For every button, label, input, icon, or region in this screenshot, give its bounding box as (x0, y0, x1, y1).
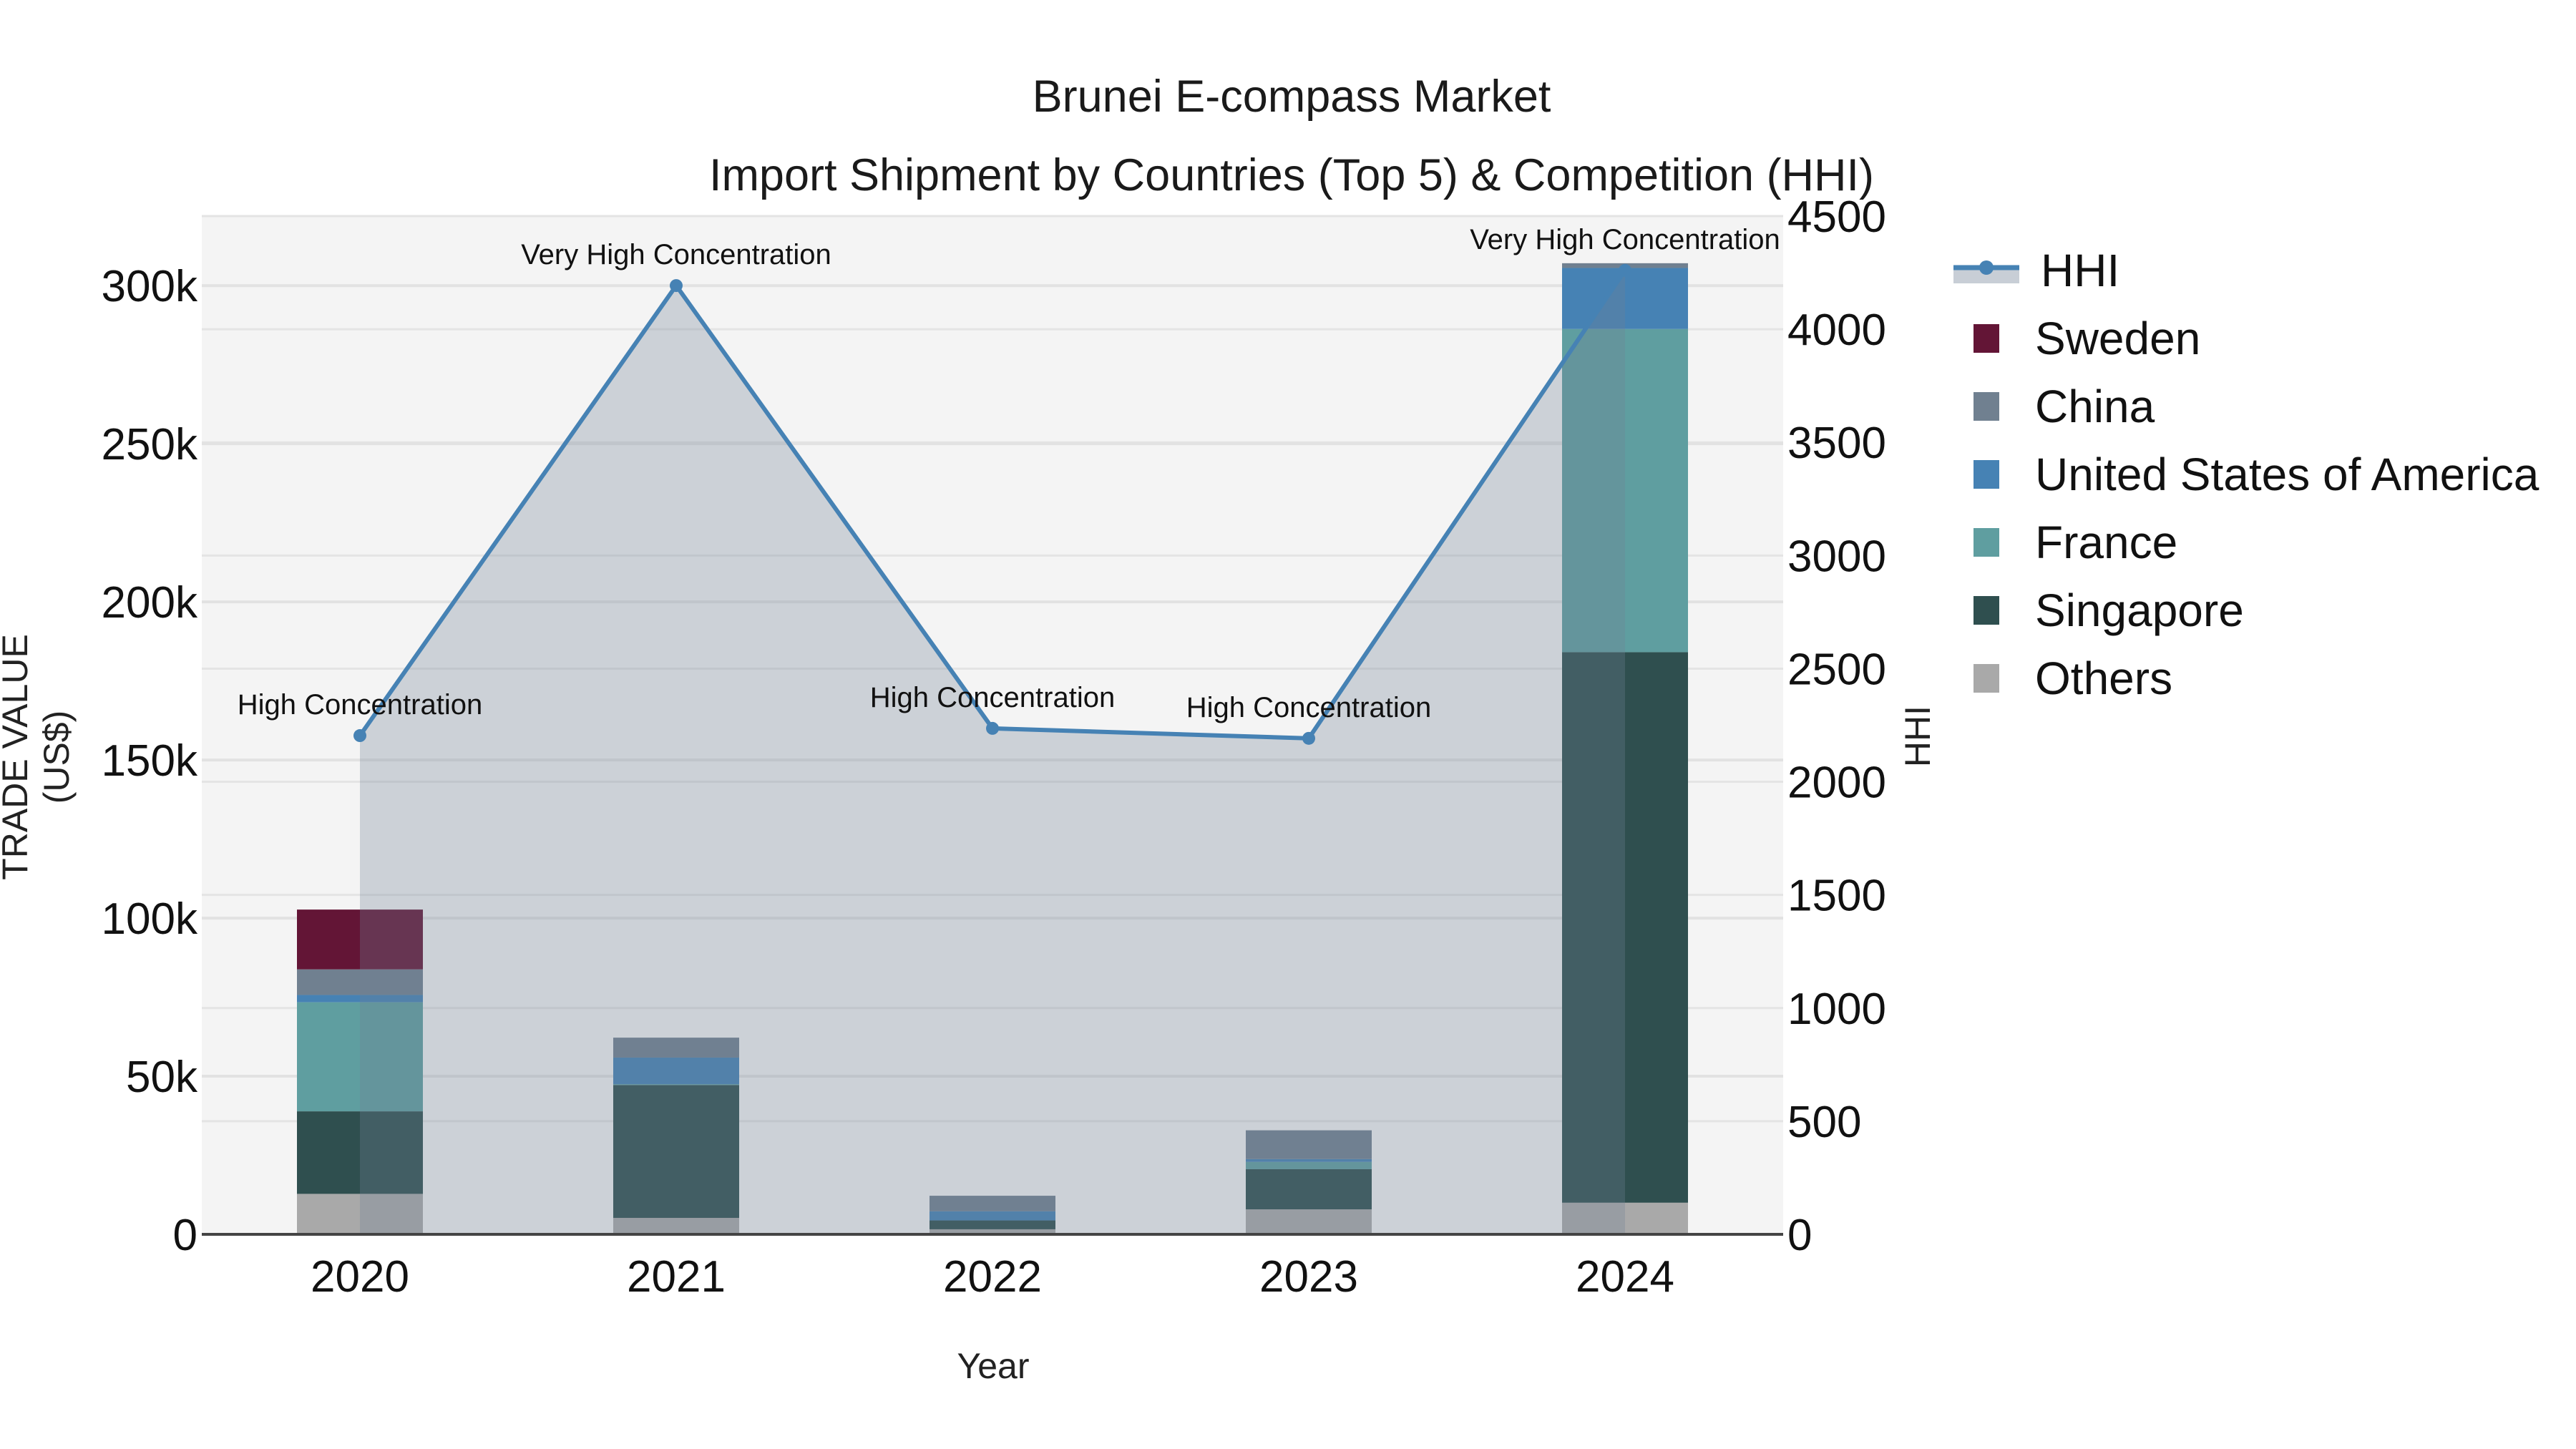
bar-segment[interactable] (930, 1220, 1055, 1229)
legend-label: Singapore (2035, 584, 2244, 636)
y-left-tick: 250k (102, 420, 198, 469)
legend-item-sweden[interactable]: Sweden (1953, 304, 2539, 372)
y-left-tick: 150k (102, 736, 198, 786)
legend-item-china[interactable]: China (1953, 372, 2539, 440)
y-left-tick: 0 (173, 1211, 197, 1260)
legend-item-usa[interactable]: United States of America (1953, 440, 2539, 508)
swatch-icon (1974, 459, 1999, 489)
y-left-tick: 300k (102, 262, 198, 311)
bar-segment[interactable] (297, 1194, 423, 1234)
bar-segment[interactable] (613, 1218, 739, 1234)
y-right-tick: 1500 (1787, 872, 1886, 921)
legend-item-france[interactable]: France (1953, 508, 2539, 576)
hhi-point[interactable] (1619, 263, 1631, 277)
hhi-annotation: High Concentration (870, 682, 1115, 713)
chart-title: Brunei E-compass Market Import Shipment … (0, 57, 2576, 215)
legend: HHI Sweden China United States of Americ… (1953, 236, 2539, 712)
y-left-tick: 50k (126, 1053, 198, 1102)
bar-segment[interactable] (613, 1057, 739, 1085)
bar-segment[interactable] (1246, 1158, 1372, 1162)
swatch-icon (1974, 595, 1999, 625)
legend-label: Others (2035, 652, 2173, 704)
legend-label: HHI (2041, 244, 2120, 296)
swatch-icon (1974, 663, 1999, 693)
legend-label: United States of America (2035, 448, 2540, 500)
bar-segment[interactable] (930, 1229, 1055, 1234)
swatch-icon (1974, 527, 1999, 557)
y-left-tick: 100k (102, 894, 198, 944)
bar-segment[interactable] (613, 1038, 739, 1058)
hhi-point[interactable] (353, 729, 366, 743)
bar-segment[interactable] (1246, 1130, 1372, 1159)
y-right-tick: 2000 (1787, 758, 1886, 808)
bar-segment[interactable] (930, 1211, 1055, 1221)
y-right-tick: 3000 (1787, 532, 1886, 581)
line-marker-icon (1953, 256, 2019, 285)
hhi-point[interactable] (670, 279, 683, 293)
hhi-point[interactable] (986, 721, 999, 735)
swatch-icon (1974, 323, 1999, 353)
bar-segment[interactable] (297, 1002, 423, 1112)
y-right-tick: 1000 (1787, 985, 1886, 1034)
x-tick: 2022 (943, 1252, 1042, 1302)
hhi-point[interactable] (1302, 731, 1315, 745)
stacked-bars (297, 263, 1688, 1234)
hhi-annotation: Very High Concentration (521, 239, 831, 270)
hhi-annotation: High Concentration (238, 689, 482, 721)
y-right-tick: 2500 (1787, 645, 1886, 694)
y-right-tick: 500 (1787, 1098, 1861, 1147)
legend-label: France (2035, 516, 2178, 568)
bar-segment[interactable] (297, 995, 423, 1002)
bar-segment[interactable] (297, 969, 423, 995)
legend-item-hhi[interactable]: HHI (1953, 236, 2539, 304)
x-tick: 2021 (627, 1252, 726, 1302)
legend-item-singapore[interactable]: Singapore (1953, 576, 2539, 644)
legend-item-others[interactable]: Others (1953, 644, 2539, 712)
hhi-annotation: High Concentration (1186, 692, 1431, 723)
hhi-annotation: Very High Concentration (1470, 224, 1780, 255)
x-tick: 2023 (1259, 1252, 1358, 1302)
y-right-tick: 4500 (1787, 192, 1886, 242)
x-axis-label: Year (957, 1346, 1030, 1386)
x-tick: 2020 (311, 1252, 409, 1302)
chart-title-line1: Brunei E-compass Market (1032, 72, 1551, 122)
y-left-tick: 200k (102, 578, 198, 628)
y-right-tick: 0 (1787, 1211, 1812, 1260)
x-tick: 2024 (1576, 1252, 1674, 1302)
legend-label: Sweden (2035, 312, 2201, 364)
chart-title-line2: Import Shipment by Countries (Top 5) & C… (708, 150, 1875, 200)
y-right-tick: 4000 (1787, 306, 1886, 355)
bar-segment[interactable] (297, 1111, 423, 1194)
bar-segment[interactable] (1246, 1161, 1372, 1169)
bar-segment[interactable] (297, 909, 423, 970)
bar-segment[interactable] (1562, 268, 1688, 329)
bar-segment[interactable] (613, 1085, 739, 1219)
y-axis-right-label: HHI (1898, 705, 1938, 768)
legend-label: China (2035, 380, 2155, 432)
bar-segment[interactable] (930, 1196, 1055, 1211)
bar-segment[interactable] (1562, 328, 1688, 653)
bar-segment[interactable] (1562, 1202, 1688, 1234)
bar-segment[interactable] (1562, 652, 1688, 1203)
y-right-tick: 3500 (1787, 419, 1886, 468)
bar-segment[interactable] (1246, 1169, 1372, 1210)
bar-segment[interactable] (1246, 1209, 1372, 1234)
hhi-area (360, 270, 1625, 1235)
swatch-icon (1974, 391, 1999, 421)
bar-segment[interactable] (613, 1084, 739, 1085)
y-axis-left-label: TRADE VALUE (US$) (0, 634, 77, 880)
